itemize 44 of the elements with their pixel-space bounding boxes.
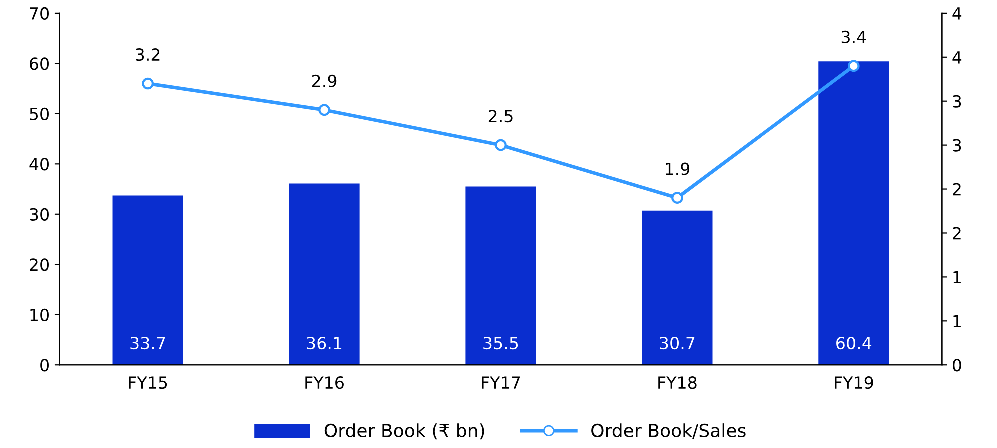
y2-tick-label: 1 [954,271,961,284]
data-label: 30.7 [660,336,695,350]
data-label: 3.4 [842,30,866,44]
point [318,104,330,116]
y-tick-label: 60 [30,58,49,70]
data-label: 3.2 [136,48,160,62]
y-tick-label: 10 [30,308,49,322]
point [142,78,154,90]
y-tick-label: 40 [30,158,49,171]
x-tick-label: FY19 [835,376,874,390]
y-tick-label: 50 [30,108,49,120]
y-tick-label: 20 [30,258,49,272]
y2-tick-label: 4 [952,8,962,20]
x-tick-label: FY16 [306,376,344,390]
data-label: 60.4 [836,336,872,350]
data-label: 36.1 [307,336,342,350]
y-tick-label: 30 [30,208,49,221]
legend-label: Order Book/Sales [592,424,746,439]
point [672,192,684,204]
data-label: 2.9 [312,74,337,88]
y2-tick-label: 4 [952,52,962,64]
bar [818,62,890,366]
data-label: 35.5 [484,336,518,350]
data-label: 2.5 [488,110,513,123]
y2-tick-label: 1 [954,315,961,328]
y2-tick-label: 2 [953,227,961,240]
y-tick-label: 0 [40,359,49,372]
x-tick-label: FY15 [129,376,168,390]
y2-tick-label: 3 [953,95,962,108]
bar [112,196,184,366]
data-label: 33.7 [130,336,166,350]
legend-label: Order Book (₹ bn) [324,424,484,440]
x-tick-label: FY17 [482,376,520,389]
y-tick-label: 70 [30,7,49,20]
y2-tick-label: 0 [952,359,962,372]
x-tick-label: FY18 [658,376,697,390]
point [848,60,860,72]
point [495,139,507,152]
y2-tick-label: 2 [953,183,961,196]
y2-tick-label: 3 [953,139,962,152]
data-label: 1.9 [666,162,690,176]
bar [289,184,360,366]
bar [642,210,713,366]
bar [466,186,536,366]
